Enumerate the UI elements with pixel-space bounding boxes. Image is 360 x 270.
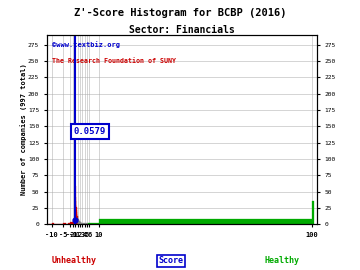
Y-axis label: Number of companies (997 total): Number of companies (997 total): [19, 64, 27, 195]
Bar: [312, 201, 314, 224]
Text: ©www.textbiz.org: ©www.textbiz.org: [52, 41, 120, 48]
Text: 0.0579: 0.0579: [74, 127, 106, 136]
Text: Healthy: Healthy: [264, 256, 299, 265]
Text: The Research Foundation of SUNY: The Research Foundation of SUNY: [52, 58, 176, 64]
Bar: [71, 222, 73, 224]
Title: Sector: Financials: Sector: Financials: [129, 25, 235, 35]
Bar: [63, 223, 66, 224]
Text: Unhealthy: Unhealthy: [51, 256, 96, 265]
Text: Z'-Score Histogram for BCBP (2016): Z'-Score Histogram for BCBP (2016): [74, 8, 286, 18]
Bar: [74, 223, 75, 224]
Bar: [73, 221, 74, 224]
Text: Score: Score: [158, 256, 184, 265]
Bar: [99, 219, 312, 224]
Bar: [82, 223, 84, 224]
Bar: [84, 223, 85, 224]
